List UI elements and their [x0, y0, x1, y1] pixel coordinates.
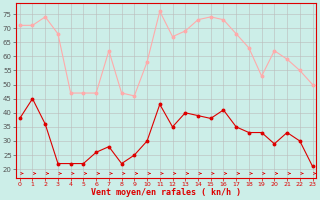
X-axis label: Vent moyen/en rafales ( kn/h ): Vent moyen/en rafales ( kn/h ): [91, 188, 241, 197]
